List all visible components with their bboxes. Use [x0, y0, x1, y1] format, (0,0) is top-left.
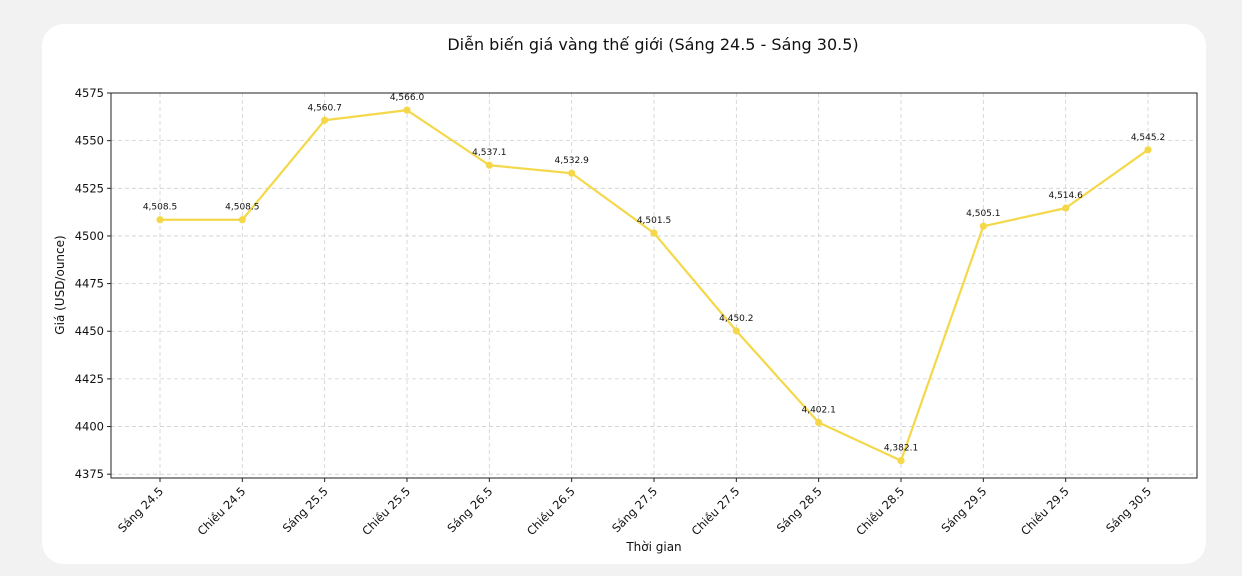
data-point: [238, 216, 246, 224]
x-tick-label: Chiều 29.5: [1018, 484, 1072, 538]
y-tick-label: 4575: [75, 86, 104, 100]
data-label: 4,505.1: [966, 209, 1000, 219]
data-label: 4,560.7: [307, 103, 341, 113]
y-tick-label: 4525: [75, 181, 104, 195]
y-tick-label: 4475: [75, 277, 104, 291]
chart-card: Diễn biến giá vàng thế giới (Sáng 24.5 -…: [42, 24, 1206, 564]
data-point: [979, 222, 987, 230]
data-point: [568, 169, 576, 177]
data-label: 4,537.1: [472, 148, 506, 158]
series: 4,508.5 4,508.5 4,560.7 4,566.0 4,537.1 4,532…: [143, 93, 1165, 465]
data-label: 4,532.9: [554, 156, 589, 166]
x-tick-label: Chiều 24.5: [195, 484, 249, 538]
axes: 4375 4400 4425 4450 4475 4500 4525 4550 4575 Sáng…: [75, 86, 1198, 538]
data-label: 4,450.2: [719, 314, 753, 324]
plot-frame: [110, 92, 1198, 479]
grid: [111, 92, 1197, 478]
x-tick-label: Chiều 28.5: [853, 484, 907, 538]
data-label: 4,501.5: [637, 216, 671, 226]
x-tick-label: Chiều 26.5: [524, 484, 578, 538]
data-label: 4,402.1: [801, 406, 835, 416]
data-label: 4,508.5: [225, 203, 259, 213]
y-axis-label: Giá (USD/ounce): [53, 235, 67, 334]
chart-title: Diễn biến giá vàng thế giới (Sáng 24.5 -…: [447, 35, 858, 54]
y-tick-label: 4550: [75, 134, 104, 148]
x-tick-label: Sáng 28.5: [774, 484, 825, 535]
data-point: [403, 106, 411, 114]
data-label: 4,514.6: [1048, 191, 1083, 201]
y-tick-label: 4400: [75, 420, 104, 434]
x-axis-label: Thời gian: [625, 540, 681, 554]
x-tick-label: Sáng 25.5: [280, 484, 331, 535]
data-point: [485, 161, 493, 169]
y-tick-label: 4375: [75, 467, 104, 481]
data-point: [1062, 204, 1070, 212]
data-label: 4,382.1: [884, 444, 918, 454]
data-label: 4,545.2: [1131, 133, 1165, 143]
x-tick-label: Chiều 25.5: [359, 484, 413, 538]
data-point: [156, 216, 164, 224]
y-tick-label: 4450: [75, 324, 104, 338]
y-tick-label: 4500: [75, 229, 104, 243]
data-label: 4,508.5: [143, 203, 177, 213]
x-tick-label: Sáng 30.5: [1103, 484, 1154, 535]
x-tick-label: Sáng 26.5: [444, 484, 495, 535]
data-point: [650, 229, 658, 237]
data-point: [815, 418, 823, 427]
x-tick-label: Sáng 24.5: [115, 484, 166, 535]
data-point: [897, 457, 905, 465]
line-chart: Diễn biến giá vàng thế giới (Sáng 24.5 -…: [53, 35, 1198, 554]
data-point: [732, 327, 740, 335]
data-point: [321, 116, 329, 124]
x-tick-label: Sáng 27.5: [609, 484, 660, 535]
x-tick-label: Chiều 27.5: [689, 484, 743, 538]
data-point: [1144, 146, 1152, 154]
x-tick-label: Sáng 29.5: [938, 484, 989, 535]
y-tick-label: 4425: [75, 372, 104, 386]
data-label: 4,566.0: [390, 93, 425, 103]
